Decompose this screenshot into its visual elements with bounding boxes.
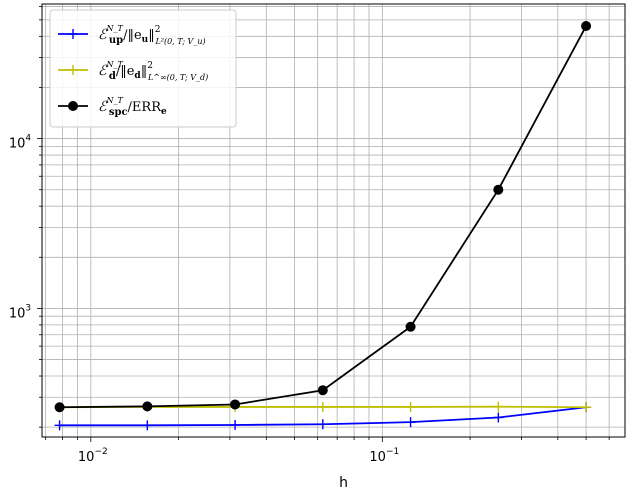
legend-entry: ℰN_T d/‖ed‖2 L^∞(0, T; V_d) <box>98 60 208 82</box>
x-tick-label: 10−2 <box>78 447 108 465</box>
legend-marker <box>68 101 78 111</box>
data-point <box>405 417 416 428</box>
x-axis-label: h <box>339 475 348 491</box>
data-point <box>317 419 328 430</box>
data-point <box>142 401 153 412</box>
data-point <box>230 399 241 410</box>
data-point <box>317 385 328 396</box>
data-point <box>54 420 65 431</box>
data-point <box>142 420 153 431</box>
y-tick-label: 104 <box>9 134 32 152</box>
data-point <box>230 419 241 430</box>
data-point <box>405 321 416 332</box>
legend-entry: ℰN_T up/‖eu‖2 L²(0, T; V_u) <box>98 24 206 46</box>
series-layer <box>54 21 592 431</box>
data-point <box>581 402 592 413</box>
legend-box <box>49 9 237 128</box>
x-tick-label: 10−1 <box>369 447 399 465</box>
plot-frame <box>41 3 626 438</box>
data-point <box>317 401 328 412</box>
axis-ticks: 10−2 10−1 103 104 <box>9 6 610 465</box>
data-point <box>493 401 504 412</box>
data-point <box>581 21 592 32</box>
y-tick-label: 103 <box>9 303 31 321</box>
legend-entry: ℰN_T spc/ERRe <box>98 96 167 118</box>
data-point <box>493 412 504 423</box>
data-point <box>493 184 504 195</box>
data-point <box>405 401 416 412</box>
data-point <box>54 402 65 413</box>
legend: ℰN_T up/‖eu‖2 L²(0, T; V_u) ℰN_T d/‖ed‖2 L^∞(… <box>49 9 237 128</box>
